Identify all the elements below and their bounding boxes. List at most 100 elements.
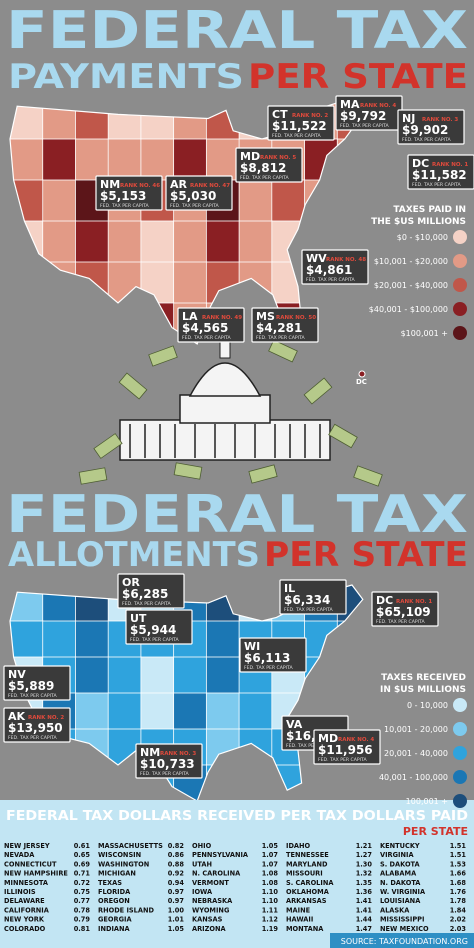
legend-swatch [453,746,467,760]
legend-title: THE $US MILLIONS [371,217,466,227]
ratio: 1.30 [356,860,373,868]
state-region [173,138,208,181]
ratio: 0.78 [74,906,91,914]
ratio: 2.02 [450,916,467,924]
callout-state: MA [340,98,360,111]
callout-amount: $11,522 [272,119,327,133]
legend-title: IN $US MILLIONS [380,685,466,695]
legend-title: TAXES RECEIVED [381,673,466,683]
state-name: NEW MEXICO [380,925,429,933]
state-name: DELAWARE [4,897,45,905]
state-region [173,692,208,730]
state-name: KENTUCKY [380,842,420,850]
callout-caption: FED. TAX PER CAPITA [8,735,57,741]
legend-swatch [453,254,467,268]
state-name: VERMONT [192,879,229,887]
legend-label: 0 - 10,000 [407,701,448,710]
callout-box [251,307,319,343]
ratio: 1.07 [262,860,279,868]
legend-swatch [453,794,467,808]
ratio: 1.27 [356,851,373,859]
callout-caption: FED. TAX PER CAPITA [340,123,389,129]
legend-swatch [453,302,467,316]
callout-caption: FED. TAX PER CAPITA [272,133,321,139]
state-region [205,220,240,263]
state-name: CALIFORNIA [4,906,50,914]
callout-rank: RANK NO. 5 [260,155,296,161]
legend-label: $20,001 - $40,000 [374,281,448,290]
callout-caption: FED. TAX PER CAPITA [412,182,461,188]
state-region [75,620,110,658]
ratio: 1.53 [450,860,467,868]
callout-rank: RANK NO. 47 [190,183,230,189]
callout-box [313,729,381,765]
state-region [107,220,142,263]
state-name: MINNESOTA [4,879,49,887]
ratio: 1.32 [356,870,373,878]
state-name: MICHIGAN [98,870,136,878]
ratio: 1.10 [262,897,279,905]
ratio: 1.36 [356,888,373,896]
state-region [10,138,44,181]
callout-state: DC [376,594,393,607]
state-region [42,220,77,263]
state-region [173,220,208,263]
callout-rank: RANK NO. 2 [28,715,64,721]
state-region [173,656,208,694]
callout-box [371,591,439,627]
callout-caption: FED. TAX PER CAPITA [130,637,179,643]
callout-amount: $6,285 [122,587,168,601]
title-part: PER STATE [264,535,468,575]
source-bar [330,933,474,948]
legend-swatch [453,698,467,712]
state-region [42,138,77,181]
state-name: MAINE [286,906,311,914]
table: NEW JERSEY 0.61 NEVADA 0.65 CONNECTICUT 0.69 N… [4,842,466,933]
ratio: 0.81 [74,925,91,933]
state-region [238,220,273,263]
state-name: ALASKA [380,906,410,914]
ratio: 1.01 [168,916,185,924]
title: FEDERAL TAX [6,1,468,61]
callout-state: DC [412,157,429,170]
callout-rank: RANK NO. 1 [396,599,432,605]
ratio: 1.21 [356,842,373,850]
callout-caption: FED. TAX PER CAPITA [8,693,57,699]
callout-amount: $65,109 [376,605,431,619]
callout-amount: $9,792 [340,109,386,123]
callout-amount: $9,902 [402,123,448,137]
ratio: 0.79 [74,916,91,924]
callout-caption: FED. TAX PER CAPITA [240,175,289,181]
callout-box [135,743,203,779]
callout-state: NV [8,668,26,681]
ratio: 1.08 [262,870,279,878]
state-region [205,692,240,730]
callout-caption: FED. TAX PER CAPITA [402,137,451,143]
state-name: W. VIRGINIA [380,888,426,896]
callout-rank: RANK NO. 4 [338,737,374,743]
legend-label: 20,001 - 40,000 [384,749,448,758]
state-name: OHIO [192,842,212,850]
ratio: 1.19 [262,925,279,933]
ratio: 0.86 [168,851,185,859]
state-region [42,620,77,658]
state-name: S. CAROLINA [286,879,334,887]
callout-state: LA [182,310,198,323]
state-region [107,692,142,730]
callout-state: IL [284,582,295,595]
state-name: VIRGINIA [380,851,414,859]
callout-rank: RANK NO. 49 [202,315,242,321]
callout-rank: RANK NO. 1 [432,162,468,168]
ratio: 1.47 [356,925,373,933]
ratio: 1.41 [356,906,373,914]
callout-rank: RANK NO. 48 [326,257,366,263]
callout-state: WI [244,640,260,653]
callout-amount: $5,153 [100,189,146,203]
